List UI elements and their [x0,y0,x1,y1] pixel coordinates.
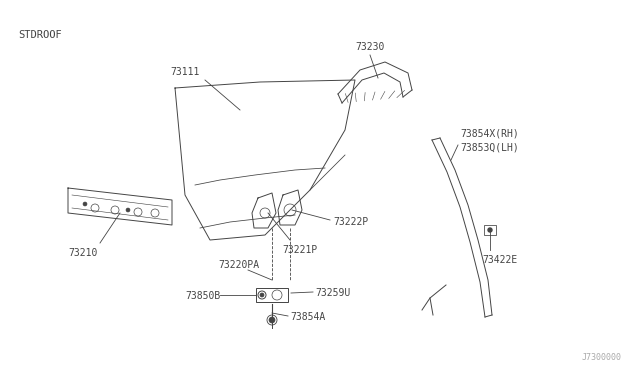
Circle shape [126,208,130,212]
Text: 73221P: 73221P [282,245,317,255]
Text: STDROOF: STDROOF [18,30,61,40]
Bar [484,225,496,235]
Text: 73111: 73111 [170,67,200,77]
Text: 73850B: 73850B [185,291,220,301]
Circle shape [488,228,492,232]
Text: 73854A: 73854A [290,312,325,322]
Circle shape [260,293,264,297]
Text: J7300000: J7300000 [582,353,622,362]
Text: 73210: 73210 [68,248,97,258]
Text: 73854X(RH): 73854X(RH) [460,128,519,138]
Text: 73853Q(LH): 73853Q(LH) [460,142,519,152]
Text: 73259U: 73259U [315,288,350,298]
Text: 73222P: 73222P [333,217,368,227]
Bar [256,288,288,302]
Circle shape [83,202,87,206]
Text: 73230: 73230 [355,42,385,52]
Circle shape [269,317,275,323]
Text: 73422E: 73422E [482,255,517,265]
Text: 73220PA: 73220PA [218,260,259,270]
